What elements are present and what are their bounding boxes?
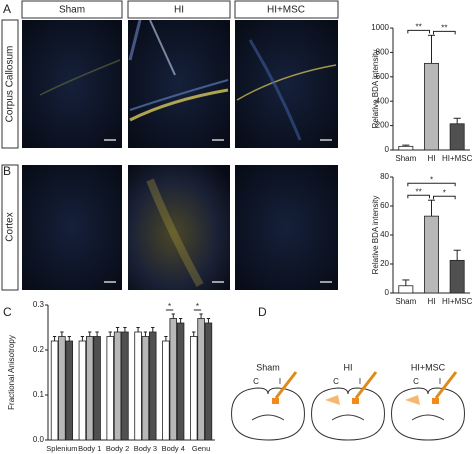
row-header: Cortex [5,212,16,241]
row-header: Corpus Callosum [5,46,16,123]
panel-label: C [3,305,12,319]
x-tick-label: HI [428,297,436,306]
significance-label: ** [416,22,422,31]
bar [58,336,66,441]
x-tick-label: Body 3 [134,444,157,453]
x-tick-label: Splenium [46,444,77,453]
y-tick-label: 20 [380,259,389,268]
y-tick-label: 0.1 [33,390,45,399]
x-tick-label: HI+MSC [442,297,473,306]
micrographs [22,19,338,290]
x-tick-label: HI+MSC [442,154,473,163]
diagram-title: HI [344,362,353,372]
bar [50,340,59,441]
significance-bracket [407,194,430,199]
x-tick-label: Genu [192,444,210,453]
y-tick-label: 0.0 [33,435,45,444]
bar [204,322,213,441]
significance-bracket [407,29,430,34]
bar [141,336,150,441]
significance-bracket [433,195,456,200]
bar [449,259,465,294]
y-tick-label: 1000 [371,23,389,32]
bar [197,318,205,441]
row-box [1,164,19,291]
panel-label: D [258,305,267,319]
y-axis-label: Relative BDA intensity [371,50,380,129]
header-box [234,0,339,19]
bar [449,123,465,151]
y-tick-label: 600 [376,72,390,81]
y-tick-label: 80 [380,172,389,181]
panel-label: A [3,2,11,16]
y-tick-label: 0 [385,288,390,297]
diagram-title: HI+MSC [411,362,446,372]
bar [169,318,177,441]
y-tick-label: 60 [380,201,389,210]
significance-bracket [433,30,456,35]
x-tick-label: Sham [395,297,416,306]
significance-bracket [407,182,456,187]
significance-label: ** [441,23,447,32]
bar [398,285,414,294]
row-box [1,19,19,149]
x-tick-label: Sham [395,154,416,163]
x-tick-label: Body 4 [162,444,185,453]
y-axis-label: Relative BDA intensity [371,196,380,275]
side-label: I [279,377,281,386]
side-label: C [333,377,339,386]
panel-label: B [3,164,11,178]
column-header: HI [174,5,184,16]
side-label: I [439,377,441,386]
x-tick-label: HI [428,154,436,163]
bar [134,331,142,441]
y-tick-label: 200 [376,121,390,130]
side-label: I [359,377,361,386]
x-tick-label: Body 1 [78,444,101,453]
significance-label: * [430,175,433,184]
bar [176,322,185,441]
y-tick-label: 400 [376,96,390,105]
header-box [127,0,231,19]
y-tick-label: 0.2 [33,345,45,354]
y-tick-label: 0 [385,145,390,154]
significance-label: * [168,302,171,311]
significance-label: * [443,188,446,197]
side-label: C [413,377,419,386]
bar [424,62,439,151]
bar [162,340,170,441]
bar [113,331,122,441]
column-header: HI+MSC [267,5,305,16]
bar [86,336,94,441]
y-tick-label: 0.3 [33,300,45,309]
y-tick-label: 800 [376,48,390,57]
bar [424,215,439,294]
y-tick-label: 40 [380,230,389,239]
column-header: Sham [59,5,85,16]
x-tick-label: Body 2 [106,444,129,453]
bar [121,331,129,441]
bar [398,145,414,151]
diagram-title: Sham [256,362,280,372]
bar [149,331,157,441]
side-label: C [253,377,259,386]
significance-label: ** [416,187,422,196]
bar [78,340,87,441]
brain-diagrams [231,371,465,441]
y-axis-label: Fractional Anisotropy [7,335,16,410]
header-box [21,0,123,19]
significance-label: * [196,302,199,311]
bar [93,336,101,441]
bar [106,336,114,441]
bar [65,340,74,441]
bar [189,336,198,441]
